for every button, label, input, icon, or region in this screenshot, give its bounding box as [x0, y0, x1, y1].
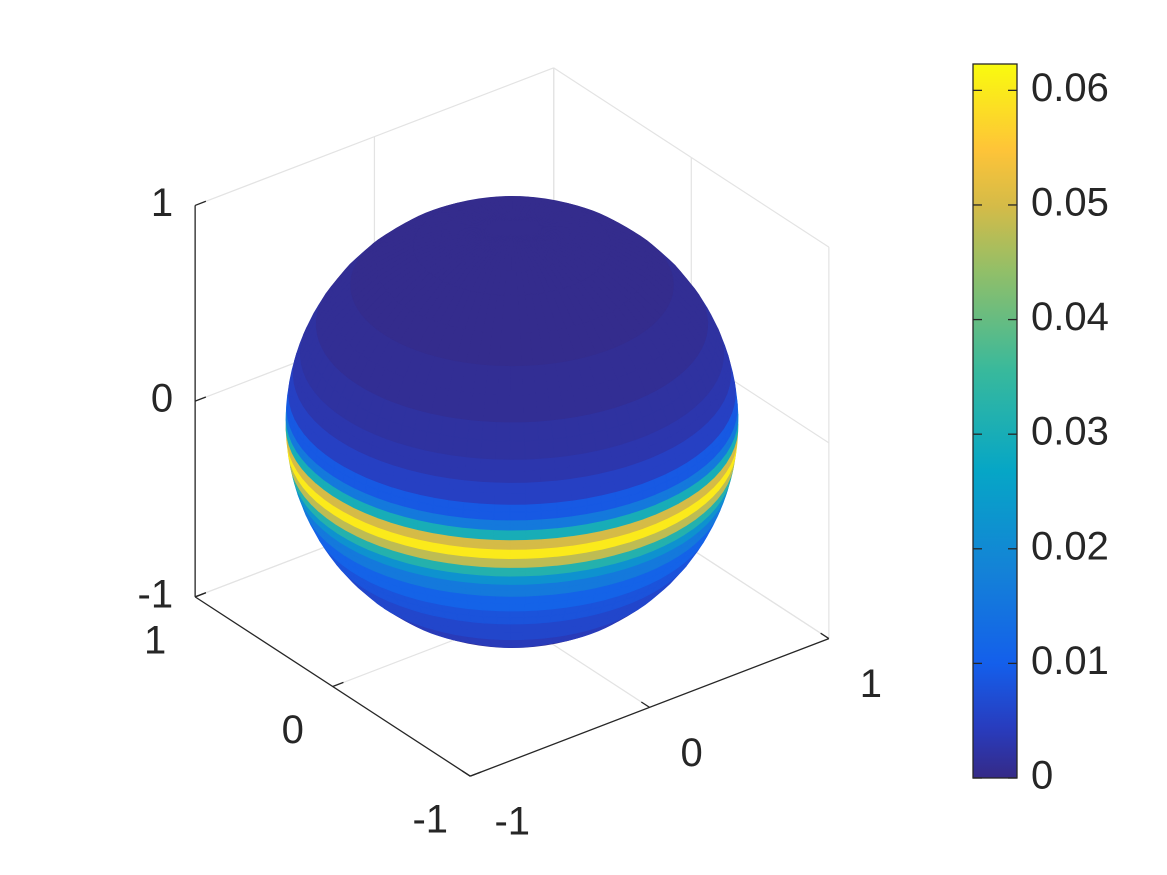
sphere-band: [413, 196, 611, 296]
y-tick-label: -1: [412, 798, 448, 842]
x-tick: [640, 701, 650, 708]
z-tick-label: 1: [151, 181, 173, 225]
grid-line: [553, 67, 830, 248]
colorbar-tick-label: 0.03: [1031, 410, 1109, 454]
colorbar-tick-label: 0.02: [1031, 524, 1109, 568]
z-tick-label: -1: [138, 572, 174, 616]
colorbar: [972, 63, 1018, 779]
y-tick: [332, 681, 344, 688]
colorbar-tick-label: 0: [1031, 754, 1053, 798]
y-tick-label: 0: [282, 708, 304, 752]
grid-line: [194, 67, 554, 206]
x-tick-label: 1: [860, 662, 882, 706]
y-tick-label: 1: [144, 618, 166, 662]
colorbar-tick-label: 0.06: [1031, 66, 1109, 110]
x-tick-label: -1: [494, 800, 530, 844]
x-tick: [820, 632, 830, 640]
z-tick: [194, 396, 207, 402]
colorbar-tick-label: 0.04: [1031, 295, 1109, 339]
colorbar-tick-label: 0.05: [1031, 181, 1109, 225]
y-tick: [470, 771, 482, 777]
x-tick-label: 0: [680, 731, 702, 775]
x-tick: [461, 770, 471, 777]
z-tick-label: 0: [151, 377, 173, 421]
z-tick: [194, 592, 207, 598]
colorbar-tick-label: 0.01: [1031, 639, 1109, 683]
z-tick: [194, 200, 207, 207]
